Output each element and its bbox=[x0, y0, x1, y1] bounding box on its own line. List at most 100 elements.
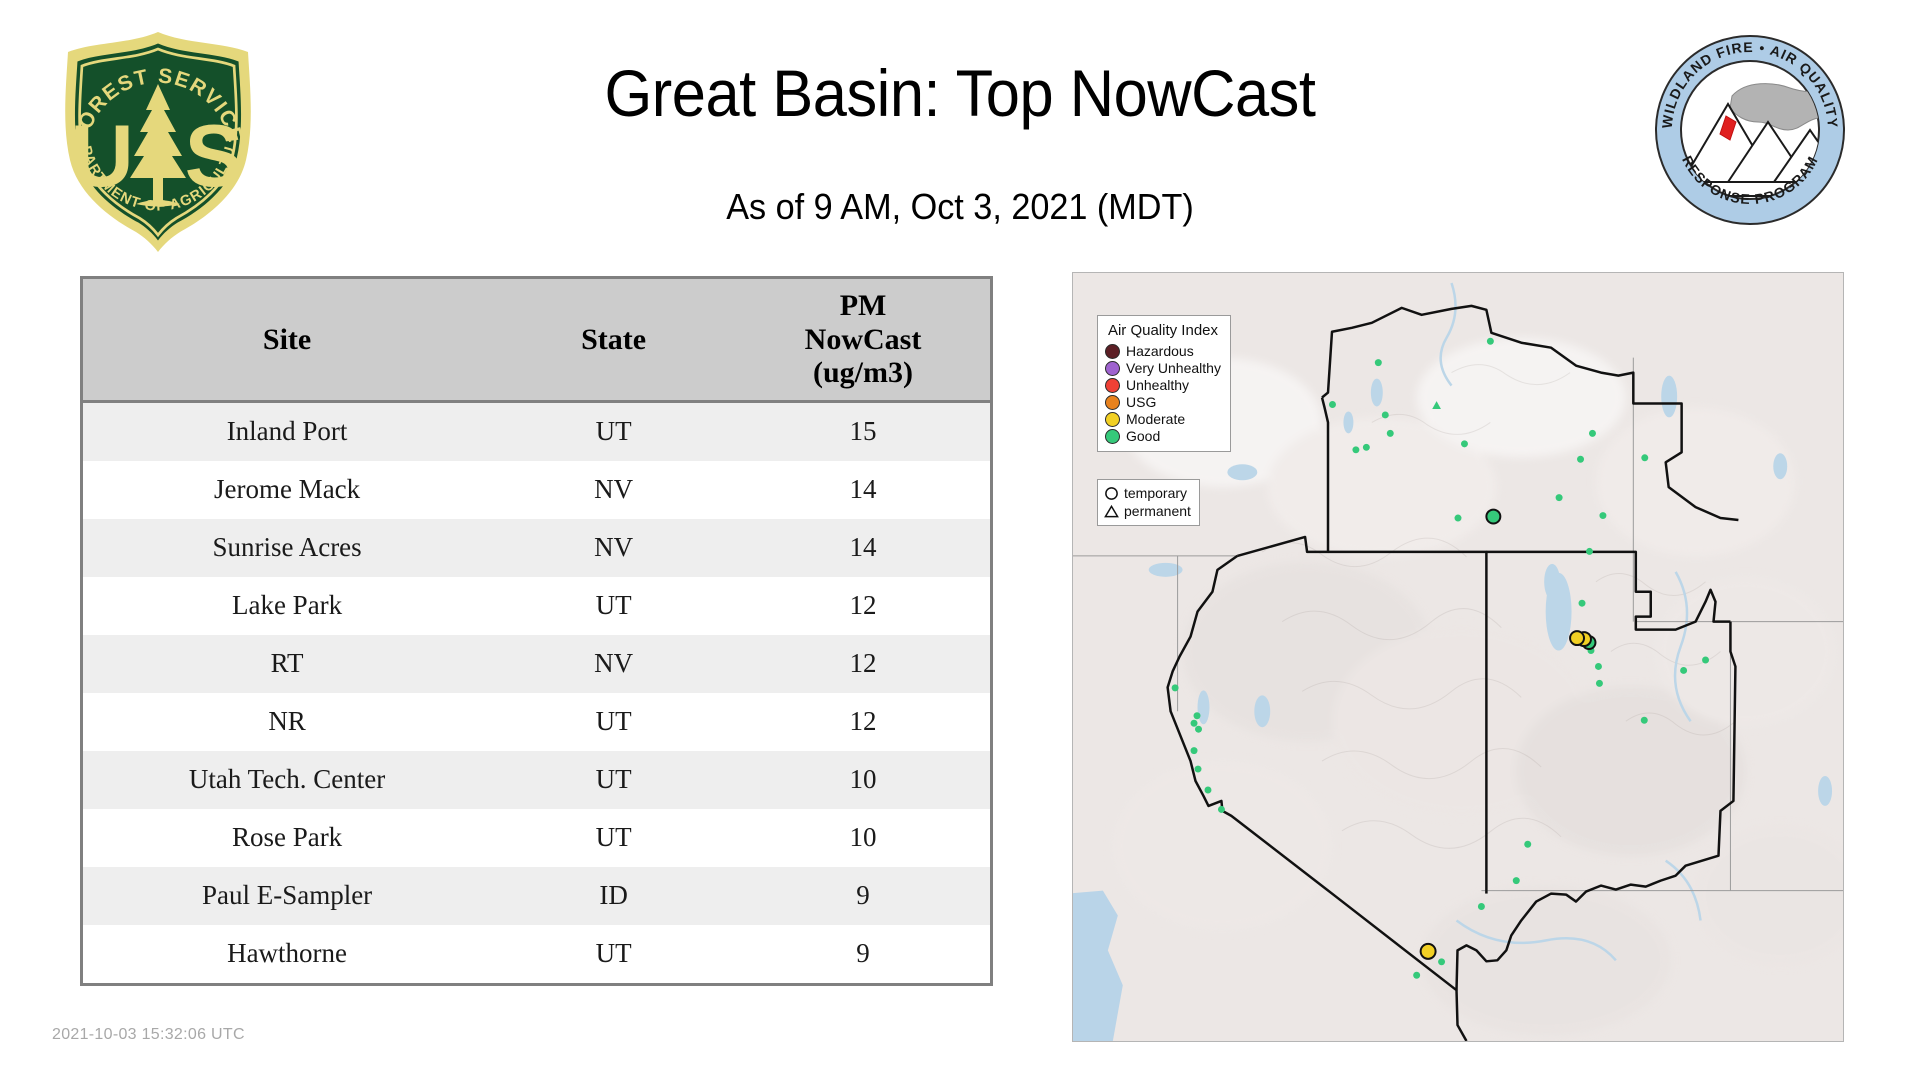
table-row: Lake Park UT 12 bbox=[83, 576, 990, 635]
rivers bbox=[1439, 282, 1702, 962]
monitor-marker-good[interactable] bbox=[1477, 903, 1485, 911]
cell-state: NV bbox=[491, 460, 737, 519]
aqi-legend: Air Quality Index Hazardous Very Unhealth… bbox=[1097, 315, 1231, 452]
monitor-marker-good[interactable] bbox=[1217, 805, 1225, 813]
cell-site: Inland Port bbox=[83, 401, 492, 461]
monitor-marker-good[interactable] bbox=[1413, 971, 1421, 979]
monitor-marker-good[interactable] bbox=[1680, 666, 1688, 674]
monitor-marker-good[interactable] bbox=[1454, 514, 1462, 522]
cell-pm-nowcast: 15 bbox=[736, 401, 990, 461]
terrain-shading bbox=[1112, 337, 1843, 1036]
monitor-marker-good[interactable] bbox=[1485, 508, 1502, 525]
column-header-site: Site bbox=[83, 279, 492, 403]
monitor-marker-good[interactable] bbox=[1594, 662, 1602, 670]
monitor-marker-good[interactable] bbox=[1512, 877, 1520, 885]
svg-text:S: S bbox=[185, 106, 244, 205]
aqi-legend-row: Hazardous bbox=[1105, 343, 1221, 360]
cell-state: ID bbox=[491, 866, 737, 925]
cell-site: Hawthorne bbox=[83, 924, 492, 983]
table-body: Inland Port UT 15 Jerome Mack NV 14 Sunrise Ac… bbox=[83, 401, 990, 983]
monitor-marker-moderate[interactable] bbox=[1419, 942, 1437, 960]
monitor-marker-good[interactable] bbox=[1190, 747, 1198, 755]
aqi-legend-title: Air Quality Index bbox=[1107, 322, 1218, 339]
monitor-marker-good[interactable] bbox=[1171, 684, 1179, 692]
monitor-marker-good[interactable] bbox=[1204, 786, 1212, 794]
monitor-marker-good[interactable] bbox=[1641, 454, 1649, 462]
cell-site: Rose Park bbox=[83, 808, 492, 867]
monitor-marker-moderate[interactable] bbox=[1569, 630, 1586, 647]
cell-pm-nowcast: 10 bbox=[736, 750, 990, 809]
monitor-marker-good[interactable] bbox=[1374, 359, 1382, 367]
table-row: RT NV 12 bbox=[83, 634, 990, 693]
wildland-fire-air-quality-icon: WILDLAND FIRE • AIR QUALITY RESPONSE PRO… bbox=[1650, 30, 1850, 230]
monitor-marker-good[interactable] bbox=[1702, 656, 1710, 664]
legend-temporary-row: temporary bbox=[1104, 484, 1191, 502]
cell-pm-nowcast: 12 bbox=[736, 576, 990, 635]
monitor-marker-good[interactable] bbox=[1577, 455, 1585, 463]
nowcast-table-container: Site State PM NowCast (ug/m3) Inland Por… bbox=[80, 276, 993, 986]
cell-site: Utah Tech. Center bbox=[83, 750, 492, 809]
monitor-marker-good[interactable] bbox=[1190, 719, 1198, 727]
air-quality-map[interactable]: Air Quality Index Hazardous Very Unhealth… bbox=[1072, 272, 1844, 1042]
monitor-marker-good[interactable] bbox=[1362, 443, 1370, 451]
water-bodies bbox=[1148, 375, 1833, 806]
monitor-marker-good[interactable] bbox=[1586, 547, 1593, 555]
county-lines bbox=[1073, 357, 1843, 892]
generation-timestamp: 2021-10-03 15:32:06 UTC bbox=[52, 1026, 245, 1043]
svg-text:U: U bbox=[70, 106, 134, 205]
cell-pm-nowcast: 12 bbox=[736, 634, 990, 693]
monitor-marker-good[interactable] bbox=[1352, 446, 1360, 454]
aqi-legend-items: Hazardous Very Unhealthy Unhealthy USG Moder… bbox=[1105, 343, 1221, 445]
aqi-legend-row: Very Unhealthy bbox=[1105, 360, 1221, 377]
aqi-legend-swatch-icon bbox=[1105, 377, 1120, 393]
monitor-marker-good[interactable] bbox=[1555, 494, 1563, 502]
monitor-marker-good[interactable] bbox=[1329, 401, 1336, 408]
legend-temporary-label: temporary bbox=[1124, 484, 1188, 501]
monitor-marker-good[interactable] bbox=[1438, 958, 1446, 966]
monitor-marker-good[interactable] bbox=[1460, 440, 1468, 448]
table-row: Utah Tech. Center UT 10 bbox=[83, 750, 990, 809]
page-title: Great Basin: Top NowCast bbox=[604, 56, 1316, 130]
monitor-marker-good[interactable] bbox=[1640, 716, 1648, 724]
aqi-legend-swatch-icon bbox=[1105, 343, 1120, 359]
cell-state: UT bbox=[491, 924, 737, 983]
table-row: Rose Park UT 10 bbox=[83, 808, 990, 867]
monitor-marker-good[interactable] bbox=[1386, 429, 1394, 437]
usfs-shield-icon: FOREST SERVICE DEPARTMENT OF AGRICULTURE… bbox=[46, 14, 264, 254]
column-header-state: State bbox=[491, 279, 737, 403]
legend-permanent-row: permanent bbox=[1104, 502, 1191, 520]
monitor-marker-good[interactable] bbox=[1381, 411, 1389, 419]
aqi-legend-label: USG bbox=[1126, 393, 1157, 410]
table-row: NR UT 12 bbox=[83, 692, 990, 751]
aqi-legend-swatch-icon bbox=[1105, 428, 1120, 444]
column-header-pm-line3: (ug/m3) bbox=[813, 356, 913, 390]
table-row: Paul E-Sampler ID 9 bbox=[83, 866, 990, 925]
monitor-marker-good[interactable] bbox=[1595, 679, 1603, 687]
monitor-marker-good[interactable] bbox=[1193, 712, 1201, 720]
monitor-marker-good[interactable] bbox=[1599, 512, 1607, 520]
table-header-row: Site State PM NowCast (ug/m3) bbox=[83, 279, 990, 403]
monitor-marker-good[interactable] bbox=[1524, 840, 1532, 848]
cell-state: UT bbox=[491, 692, 737, 751]
aqi-legend-label: Moderate bbox=[1126, 410, 1186, 427]
column-header-pm-nowcast: PM NowCast (ug/m3) bbox=[736, 279, 990, 403]
monitor-marker-good[interactable] bbox=[1194, 765, 1202, 773]
monitor-marker-good[interactable] bbox=[1588, 429, 1596, 437]
monitor-marker-good[interactable] bbox=[1195, 725, 1202, 733]
terrain-ridges bbox=[1261, 364, 1736, 849]
cell-pm-nowcast: 9 bbox=[736, 924, 990, 983]
cell-pm-nowcast: 9 bbox=[736, 866, 990, 925]
monitor-marker-good[interactable] bbox=[1432, 401, 1441, 409]
temporary-circle-icon bbox=[1105, 486, 1118, 500]
monitor-marker-good[interactable] bbox=[1486, 337, 1494, 345]
cell-pm-nowcast: 12 bbox=[736, 692, 990, 751]
cell-state: UT bbox=[491, 750, 737, 809]
cell-site: NR bbox=[83, 692, 492, 751]
map-canvas bbox=[1073, 273, 1843, 1041]
aqi-legend-row: USG bbox=[1105, 394, 1221, 411]
monitor-marker-good[interactable] bbox=[1578, 599, 1586, 607]
cell-site: Lake Park bbox=[83, 576, 492, 635]
monitor-markers bbox=[1171, 337, 1710, 979]
aqi-legend-label: Very Unhealthy bbox=[1126, 359, 1221, 376]
